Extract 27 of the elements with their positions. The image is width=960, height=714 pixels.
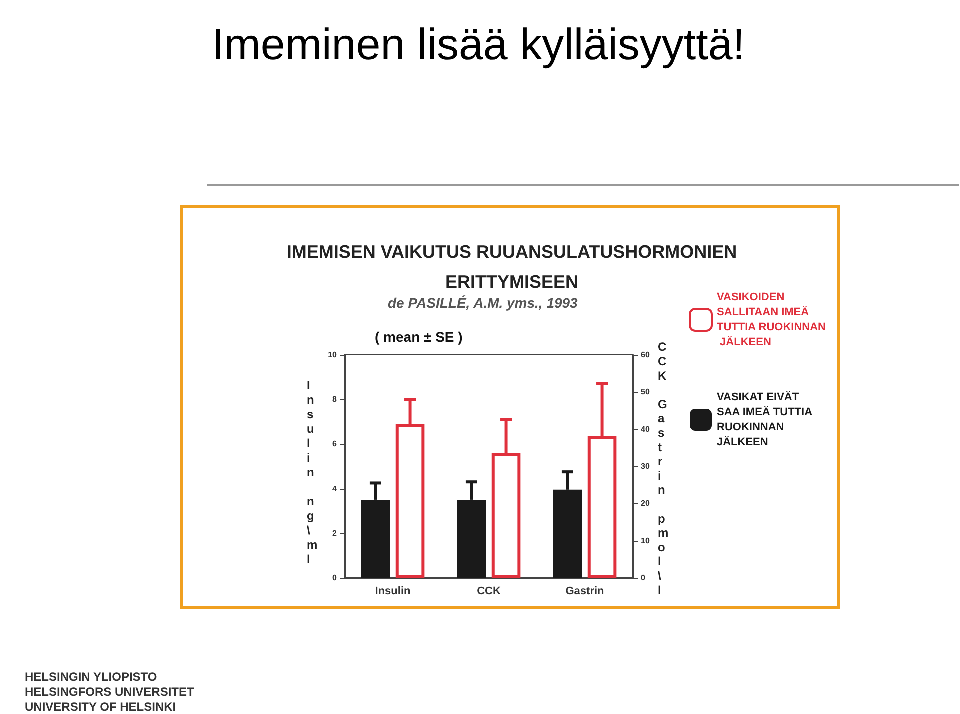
chart-subtitle: IMEMISEN VAIKUTUS RUUANSULATUSHORMONIEN ERITTYMISEEN	[286, 242, 738, 292]
y2-tick-label: 60	[641, 350, 650, 360]
y-tick-label: 6	[332, 440, 338, 449]
y2-tick-label: 50	[641, 388, 650, 397]
y-tick-label: 4	[332, 484, 338, 494]
text: Insulin ng\ml	[307, 378, 318, 566]
text: ( mean ± SE )	[375, 329, 463, 345]
legend-label: VASIKAT EIVÄT SAA IMEÄ TUTTIA RUOKINNAN JÄLKEEN	[717, 390, 816, 448]
x-tick-label: Insulin	[375, 586, 411, 598]
y2-tick-label: 30	[641, 462, 650, 471]
y2-tick-label: 10	[641, 536, 650, 546]
y2-tick-label: 20	[641, 499, 650, 508]
y2-tick-label: 40	[641, 424, 650, 434]
y2-tick-label: 0	[641, 574, 646, 582]
x-tick-label: Gastrin	[566, 586, 605, 598]
text: de PASILLÉ, A.M. yms., 1993	[388, 295, 578, 311]
x-tick-label: CCK	[477, 586, 501, 598]
chart-title: Imeminen lisää kylläisyyttä!	[212, 20, 746, 70]
y-tick-label: 2	[332, 528, 338, 538]
y-tick-label: 0	[332, 574, 338, 582]
legend-label: VASIKOIDEN SALLITAAN IMEÄ TUTTIA RUOKINNAN JÄLKEEN	[717, 292, 826, 348]
text: HELSINGFORS UNIVERSITET	[25, 685, 196, 699]
text: CCK Gastrin pmol\l	[658, 340, 669, 598]
text: UNIVERSITY OF HELSINKI	[25, 700, 176, 714]
y-tick-label: 10	[328, 350, 338, 360]
y-tick-label: 8	[332, 395, 338, 404]
text: HELSINGIN YLIOPISTO	[25, 670, 158, 684]
